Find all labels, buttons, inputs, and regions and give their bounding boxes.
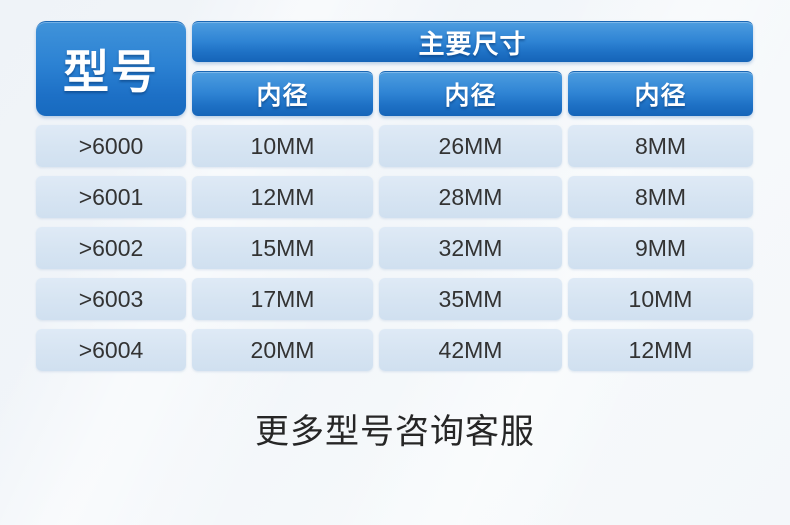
value-cell: 12MM [192,176,373,218]
value-cell: 32MM [379,227,562,269]
sub-header-inner-diameter-2: 内径 [379,71,562,116]
sub-header-inner-diameter-1: 内径 [192,71,373,116]
value-cell: 12MM [568,329,753,371]
main-dimensions-header: 主要尺寸 [192,21,753,62]
value-cell: 20MM [192,329,373,371]
model-cell: >6001 [36,176,186,218]
value-cell: 10MM [192,125,373,167]
value-cell: 9MM [568,227,753,269]
value-cell: 28MM [379,176,562,218]
value-cell: 15MM [192,227,373,269]
spec-table: 型号 主要尺寸 内径 内径 内径 >6000 10MM 26MM 8MM >60… [36,21,753,371]
value-cell: 8MM [568,176,753,218]
footer-note: 更多型号咨询客服 [255,413,535,451]
model-cell: >6003 [36,278,186,320]
value-cell: 35MM [379,278,562,320]
value-cell: 10MM [568,278,753,320]
sub-header-inner-diameter-3: 内径 [568,71,753,116]
value-cell: 42MM [379,329,562,371]
model-column-header: 型号 [36,21,186,116]
model-cell: >6002 [36,227,186,269]
value-cell: 26MM [379,125,562,167]
value-cell: 17MM [192,278,373,320]
model-cell: >6004 [36,329,186,371]
value-cell: 8MM [568,125,753,167]
model-cell: >6000 [36,125,186,167]
